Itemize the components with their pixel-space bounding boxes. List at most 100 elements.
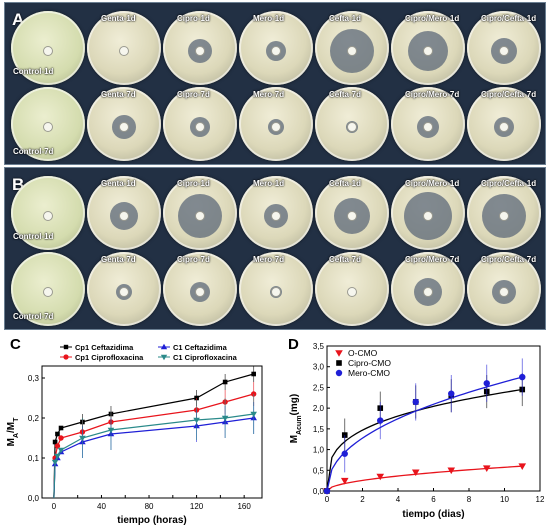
plate-label: Cipro/Mero-1d <box>405 179 460 188</box>
data-point <box>411 469 420 477</box>
fit-line <box>53 393 254 499</box>
data-point <box>54 453 61 460</box>
antibiotic-disk <box>43 46 53 56</box>
antibiotic-disk <box>499 287 509 297</box>
y-axis-label: MA/MT <box>6 417 20 447</box>
petri-plate <box>87 252 161 326</box>
fit-line <box>326 388 523 492</box>
legend-label: O-CMO <box>348 348 378 358</box>
legend-label: Cp1 Ceftazidima <box>75 343 134 352</box>
antibiotic-disk <box>119 287 129 297</box>
legend-marker <box>335 369 343 377</box>
x-tick-label: 8 <box>467 495 472 504</box>
antibiotic-disk <box>423 211 433 221</box>
data-point <box>58 425 64 431</box>
plate-label: Mero-1d <box>253 14 285 23</box>
y-tick-label: 0,2 <box>28 414 40 423</box>
antibiotic-disk <box>347 122 357 132</box>
data-point <box>448 390 455 397</box>
plate-label: Cipro-1d <box>177 14 210 23</box>
x-tick-label: 80 <box>145 502 154 511</box>
plate-label: Genta-7d <box>101 90 136 99</box>
data-point <box>519 373 526 381</box>
antibiotic-disk <box>195 46 205 56</box>
petri-plate <box>163 11 237 85</box>
legend-marker <box>336 360 342 366</box>
petri-plate <box>239 11 313 85</box>
legend-marker <box>335 350 343 357</box>
data-point <box>341 450 348 457</box>
fit-line <box>326 376 523 492</box>
data-point <box>251 371 256 377</box>
plate-label: Genta-7d <box>101 255 136 264</box>
antibiotic-disk <box>119 46 129 56</box>
x-tick-label: 40 <box>97 502 106 511</box>
legend-marker <box>63 354 69 360</box>
data-point <box>447 467 456 475</box>
antibiotic-disk <box>271 287 281 297</box>
x-axis-label: tiempo (dias) <box>402 509 464 520</box>
petri-plate <box>11 176 85 250</box>
antibiotic-disk <box>347 46 357 56</box>
legend-label: C1 Ceftazidima <box>173 343 228 352</box>
plate-label: Mero-1d <box>253 179 285 188</box>
y-tick-label: 0,5 <box>313 466 325 475</box>
data-point <box>52 439 58 445</box>
data-point <box>323 487 331 495</box>
petri-plate <box>315 11 389 85</box>
data-point <box>376 473 385 481</box>
plate-label: Cipro-7d <box>177 255 210 264</box>
fit-line <box>53 413 254 499</box>
data-point <box>377 417 384 424</box>
petri-plate <box>239 87 313 161</box>
petri-plate <box>391 176 465 250</box>
petri-plate <box>391 87 465 161</box>
y-tick-label: 3,5 <box>313 342 325 351</box>
data-point <box>79 435 86 442</box>
data-point <box>222 379 228 385</box>
antibiotic-disk <box>119 211 129 221</box>
chart-d: 0 2 4 6 8 10 12 0,0 0,5 1,0 1,5 2,0 2,5 3,0 3,5 tiempo … <box>289 342 545 520</box>
x-tick-label: 120 <box>190 502 204 511</box>
petri-plate <box>467 252 541 326</box>
petri-plate <box>87 87 161 161</box>
antibiotic-disk <box>195 287 205 297</box>
plate-label: Control-1d <box>13 67 54 76</box>
y-tick-label: 1,0 <box>313 446 325 455</box>
plate-label: Cipro/Mero-1d <box>405 14 460 23</box>
data-point <box>482 465 491 473</box>
data-point <box>221 415 229 422</box>
petri-plate <box>467 11 541 85</box>
plate-label: Cipro/Cefta-7d <box>481 255 537 264</box>
plate-label: Control-7d <box>13 147 54 156</box>
panel-c-letter: C <box>10 336 21 353</box>
x-tick-label: 160 <box>237 502 251 511</box>
legend-marker <box>160 354 168 361</box>
data-point <box>107 427 115 434</box>
plate-label: Cefta-1d <box>329 179 362 188</box>
plate-label: Cipro/Cefta-7d <box>481 90 537 99</box>
petri-plate <box>239 252 313 326</box>
antibiotic-disk <box>271 211 281 221</box>
x-tick-label: 0 <box>325 495 330 504</box>
legend-label: Cipro-CMO <box>348 358 391 368</box>
petri-plate <box>467 176 541 250</box>
y-tick-label: 0,0 <box>313 487 325 496</box>
data-point <box>412 398 419 406</box>
data-point <box>341 432 348 438</box>
panel-a-plates: A Control-1d Genta-1d Cipro-1d Mero-1d Cefta… <box>4 2 546 165</box>
antibiotic-disk <box>347 211 357 221</box>
petri-plate <box>315 176 389 250</box>
antibiotic-disk <box>43 211 53 221</box>
antibiotic-disk <box>271 46 281 56</box>
plate-label: Cipro/Cefta-1d <box>481 14 537 23</box>
antibiotic-disk <box>423 46 433 56</box>
panel-d-letter: D <box>288 336 299 353</box>
plate-label: Control-1d <box>13 232 54 241</box>
petri-plate <box>163 87 237 161</box>
x-tick-label: 2 <box>360 495 365 504</box>
panel-b-plates: B Control-1d Genta-1d Cipro-1d Mero-1d Cefta… <box>4 167 546 330</box>
petri-plate <box>163 176 237 250</box>
data-point <box>193 417 200 424</box>
petri-plate <box>467 87 541 161</box>
